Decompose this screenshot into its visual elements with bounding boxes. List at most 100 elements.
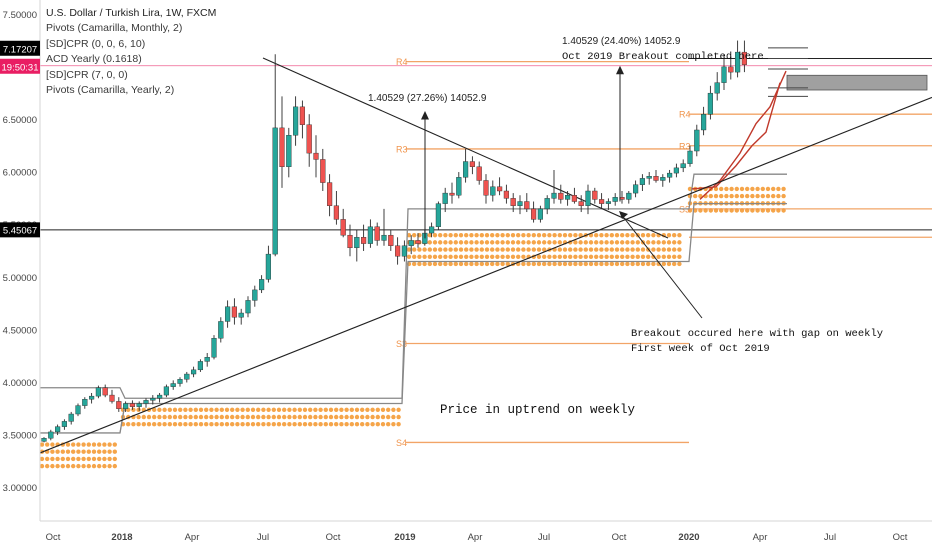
acd-dot xyxy=(380,407,386,413)
indicator-1[interactable]: Pivots (Camarilla, Monthly, 2) xyxy=(46,22,183,35)
uptrend-note: Price in uptrend on weekly xyxy=(440,403,636,417)
acd-dot xyxy=(604,254,609,259)
acd-dot xyxy=(297,414,302,420)
acd-dot xyxy=(484,254,490,259)
y-tick-label: 6.00000 xyxy=(3,168,37,179)
candle-body xyxy=(48,431,54,439)
acd-dot xyxy=(640,261,646,267)
acd-dot xyxy=(250,407,256,413)
acd-dot xyxy=(167,407,172,413)
acd-dot xyxy=(438,232,443,238)
acd-dot xyxy=(318,407,323,413)
candle-body xyxy=(701,113,707,131)
acd-dot xyxy=(183,414,188,420)
acd-dot xyxy=(328,407,334,413)
acd-dot xyxy=(531,232,536,238)
acd-dot xyxy=(656,247,661,252)
pivot-label-s3: S3 xyxy=(396,339,407,349)
acd-dot xyxy=(86,449,92,454)
measure-left-arrow xyxy=(421,111,429,120)
acd-dot xyxy=(250,414,256,420)
acd-dot xyxy=(334,407,339,413)
candle-body xyxy=(109,394,115,402)
acd-dot xyxy=(568,261,573,267)
acd-dot xyxy=(162,407,167,413)
acd-dot xyxy=(230,414,235,420)
acd-dot xyxy=(349,422,354,427)
acd-dot xyxy=(287,414,292,420)
indicator-3[interactable]: ACD Yearly (0.1618) xyxy=(46,53,142,66)
acd-dot xyxy=(542,240,547,245)
pivot-label-r3: R3 xyxy=(679,141,691,151)
acd-dot xyxy=(526,240,531,245)
acd-dot xyxy=(50,456,55,462)
acd-dot xyxy=(594,247,599,252)
acd-dot xyxy=(625,254,630,259)
acd-dot xyxy=(672,261,677,267)
trendlines xyxy=(39,57,932,454)
acd-dot xyxy=(224,422,230,427)
acd-dot xyxy=(266,422,271,427)
acd-dot xyxy=(141,422,146,427)
last-price-label: 7.17207 xyxy=(3,44,37,55)
candle-body xyxy=(306,124,312,154)
acd-dot xyxy=(458,240,464,245)
acd-dot xyxy=(245,422,250,427)
acd-dot xyxy=(432,232,438,238)
acd-dot xyxy=(391,407,396,413)
acd-dot xyxy=(391,422,396,427)
acd-dot xyxy=(620,254,625,259)
acd-dot xyxy=(245,414,250,420)
acd-dot xyxy=(557,232,562,238)
acd-dot xyxy=(557,254,562,259)
acd-dot xyxy=(167,414,172,420)
acd-dot xyxy=(354,422,360,427)
acd-dot xyxy=(370,422,375,427)
acd-dot xyxy=(469,232,474,238)
acd-dot xyxy=(484,247,490,252)
acd-dot xyxy=(50,442,55,447)
acd-dot xyxy=(448,261,453,267)
acd-dot xyxy=(505,240,510,245)
acd-dot xyxy=(193,414,198,420)
candle-body xyxy=(293,106,299,136)
acd-dot xyxy=(76,442,81,447)
acd-dot xyxy=(552,254,557,259)
acd-dot xyxy=(531,247,536,252)
acd-dot xyxy=(646,254,651,259)
acd-dot xyxy=(745,193,750,199)
candle-body xyxy=(694,129,700,152)
indicator-5[interactable]: Pivots (Camarilla, Yearly, 2) xyxy=(46,84,175,97)
acd-dot xyxy=(599,254,604,259)
acd-dot xyxy=(666,247,672,252)
candle-body xyxy=(170,383,176,387)
measure-left-label: 1.40529 (27.26%) 14052.9 xyxy=(368,93,487,104)
acd-dot xyxy=(495,240,500,245)
acd-dot xyxy=(464,247,469,252)
acd-dot xyxy=(157,407,162,413)
candle-body xyxy=(218,321,224,339)
acd-dot xyxy=(349,407,354,413)
acd-dot xyxy=(531,261,536,267)
acd-dot xyxy=(55,463,60,469)
last-price-badge xyxy=(0,40,40,56)
acd-dot xyxy=(672,254,677,259)
acd-dot xyxy=(646,232,651,238)
acd-dot xyxy=(620,261,625,267)
y-tick-label: 3.00000 xyxy=(3,483,37,494)
acd-dot xyxy=(102,463,107,469)
acd-dot xyxy=(479,254,484,259)
acd-dot xyxy=(76,456,81,462)
acd-dot xyxy=(495,261,500,267)
acd-dot xyxy=(50,463,55,469)
acd-dot xyxy=(484,232,490,238)
acd-dot xyxy=(354,414,360,420)
indicator-2[interactable]: [SD]CPR (0, 0, 6, 10) xyxy=(46,37,146,50)
acd-dot xyxy=(131,422,136,427)
acd-dot xyxy=(661,261,666,267)
acd-dot xyxy=(65,442,71,447)
indicator-4[interactable]: [SD]CPR (7, 0, 0) xyxy=(46,68,128,81)
acd-dot xyxy=(339,407,344,413)
symbol-title[interactable]: U.S. Dollar / Turkish Lira, 1W, FXCM xyxy=(46,7,217,19)
